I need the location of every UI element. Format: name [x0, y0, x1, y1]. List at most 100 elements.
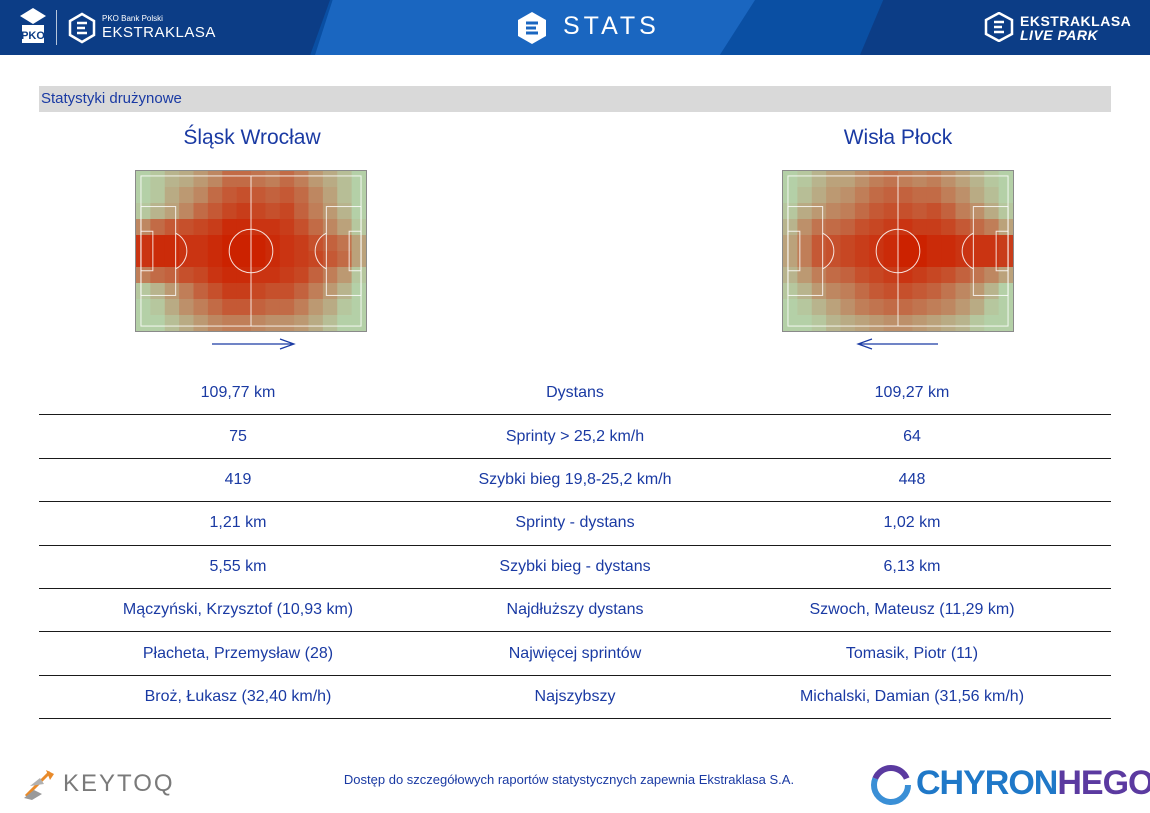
heatmap-cell	[265, 299, 281, 316]
heatmap-cell	[150, 299, 166, 316]
heatmap-cell	[136, 283, 151, 300]
heatmap-cell	[912, 267, 928, 284]
stat-row: 1,21 km Sprinty - dystans 1,02 km	[39, 502, 1111, 546]
heatmap-cell	[251, 171, 266, 188]
heatmap-cell	[222, 219, 238, 236]
stat-label: Szybki bieg - dystans	[499, 557, 651, 575]
stat-row: 75 Sprinty > 25,2 km/h 64	[39, 415, 1111, 459]
heatmap-cell	[279, 235, 295, 252]
pko-bank-label: PKO Bank Polski	[102, 14, 163, 23]
heatmap-cell	[222, 187, 238, 204]
heatmap-cell	[251, 187, 266, 204]
heatmap-cell	[883, 219, 899, 236]
stat-label: Najszybszy	[534, 687, 616, 705]
heatmap-cell	[193, 251, 209, 268]
heatmap-cell	[955, 299, 971, 316]
heatmap-cell	[179, 299, 194, 316]
heatmap-cell	[150, 283, 166, 300]
heatmap-cell	[926, 315, 942, 331]
heatmap-cell	[811, 251, 827, 268]
heatmap-cell	[840, 171, 856, 188]
heatmap-cell	[236, 219, 252, 236]
heatmap-cell	[912, 315, 928, 331]
heatmap-cell	[955, 283, 971, 300]
heatmap-cell	[236, 171, 252, 188]
heatmap-cell	[222, 283, 238, 300]
stat-row: 109,77 km Dystans 109,27 km	[39, 372, 1111, 415]
heatmap-cell	[207, 219, 223, 236]
heatmap-cell	[251, 235, 266, 252]
heatmap-cell	[797, 235, 813, 252]
heatmap-cell	[337, 187, 353, 204]
heatmap-cell	[294, 203, 309, 220]
heatmap-cell	[294, 315, 309, 331]
stat-value-left: 109,77 km	[200, 384, 276, 402]
heatmap-cell	[969, 267, 985, 284]
heatmap-cell	[164, 251, 180, 268]
heatmap-cell	[164, 267, 180, 284]
stat-label: Sprinty - dystans	[515, 514, 635, 532]
heatmap-cell	[294, 187, 309, 204]
heatmap-cell	[351, 219, 366, 236]
heatmap-cell	[854, 203, 870, 220]
stat-label: Szybki bieg 19,8-25,2 km/h	[478, 470, 672, 488]
stats-title: STATS	[563, 12, 660, 40]
heatmap-cell	[179, 219, 194, 236]
heatmap-cell	[883, 315, 899, 331]
heatmap-cell	[969, 203, 985, 220]
heatmap-cell	[826, 171, 841, 188]
heatmap-right	[782, 170, 1014, 332]
heatmap-cell	[840, 203, 856, 220]
league-label: EKSTRAKLASA	[102, 24, 216, 41]
heatmap-cell	[279, 251, 295, 268]
heatmap-cell	[998, 187, 1013, 204]
heatmap-cell	[869, 235, 885, 252]
heatmap-cell	[337, 267, 353, 284]
heatmap-cell	[251, 315, 266, 331]
stat-row: Broż, Łukasz (32,40 km/h) Najszybszy Micha…	[39, 675, 1111, 719]
heatmap-cell	[869, 283, 885, 300]
heatmap-cell	[926, 299, 942, 316]
heatmap-cell	[883, 171, 899, 188]
chyronhego-logo-text: CHYRONHEGO	[916, 764, 1150, 803]
svg-text:PKO: PKO	[21, 30, 45, 42]
heatmap-cell	[279, 299, 295, 316]
heatmap-cell	[811, 219, 827, 236]
heatmap-cell	[136, 251, 151, 268]
heatmap-cell	[322, 283, 338, 300]
stat-value-right: Szwoch, Mateusz (11,29 km)	[809, 601, 1015, 619]
stat-value-right: 109,27 km	[874, 384, 950, 402]
heatmap-cell	[294, 267, 309, 284]
heatmap-cell	[322, 219, 338, 236]
heatmap-cell	[179, 203, 194, 220]
heatmap-cell	[164, 283, 180, 300]
heatmap-cell	[164, 187, 180, 204]
heatmap-cell	[811, 267, 827, 284]
heatmap-cell	[898, 299, 913, 316]
chyronhego-logo-icon	[871, 765, 911, 805]
heatmap-cell	[797, 219, 813, 236]
heatmap-cell	[797, 283, 813, 300]
heatmap-cell	[207, 267, 223, 284]
heatmap-cell	[279, 315, 295, 331]
heatmap-cell	[797, 251, 813, 268]
heatmap-cell	[840, 299, 856, 316]
heatmap-cell	[294, 251, 309, 268]
heatmap-cell	[236, 235, 252, 252]
heatmap-cell	[164, 171, 180, 188]
stats-logo-icon	[518, 12, 546, 44]
heatmap-cell	[783, 315, 798, 331]
heatmap-cell	[811, 171, 827, 188]
heatmap-cell	[783, 267, 798, 284]
heatmap-cell	[783, 283, 798, 300]
heatmap-cell	[179, 267, 194, 284]
heatmap-cell	[998, 299, 1013, 316]
heatmap-cell	[854, 235, 870, 252]
section-header: Statystyki drużynowe	[39, 86, 1111, 112]
heatmap-cell	[854, 283, 870, 300]
live-park-logo-icon	[984, 12, 1014, 42]
heatmap-cell	[998, 267, 1013, 284]
heatmap-cell	[308, 315, 324, 331]
heatmap-cell	[869, 267, 885, 284]
heatmap-cell	[251, 283, 266, 300]
